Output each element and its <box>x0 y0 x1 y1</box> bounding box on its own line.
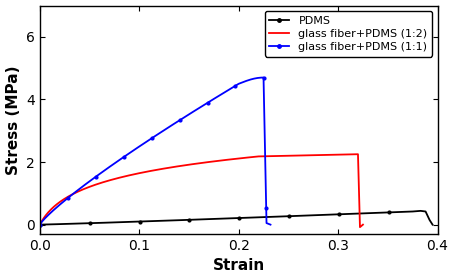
Y-axis label: Stress (MPa): Stress (MPa) <box>5 65 20 175</box>
X-axis label: Strain: Strain <box>212 258 265 273</box>
Legend: PDMS, glass fiber+PDMS (1:2), glass fiber+PDMS (1:1): PDMS, glass fiber+PDMS (1:2), glass fibe… <box>265 11 432 57</box>
